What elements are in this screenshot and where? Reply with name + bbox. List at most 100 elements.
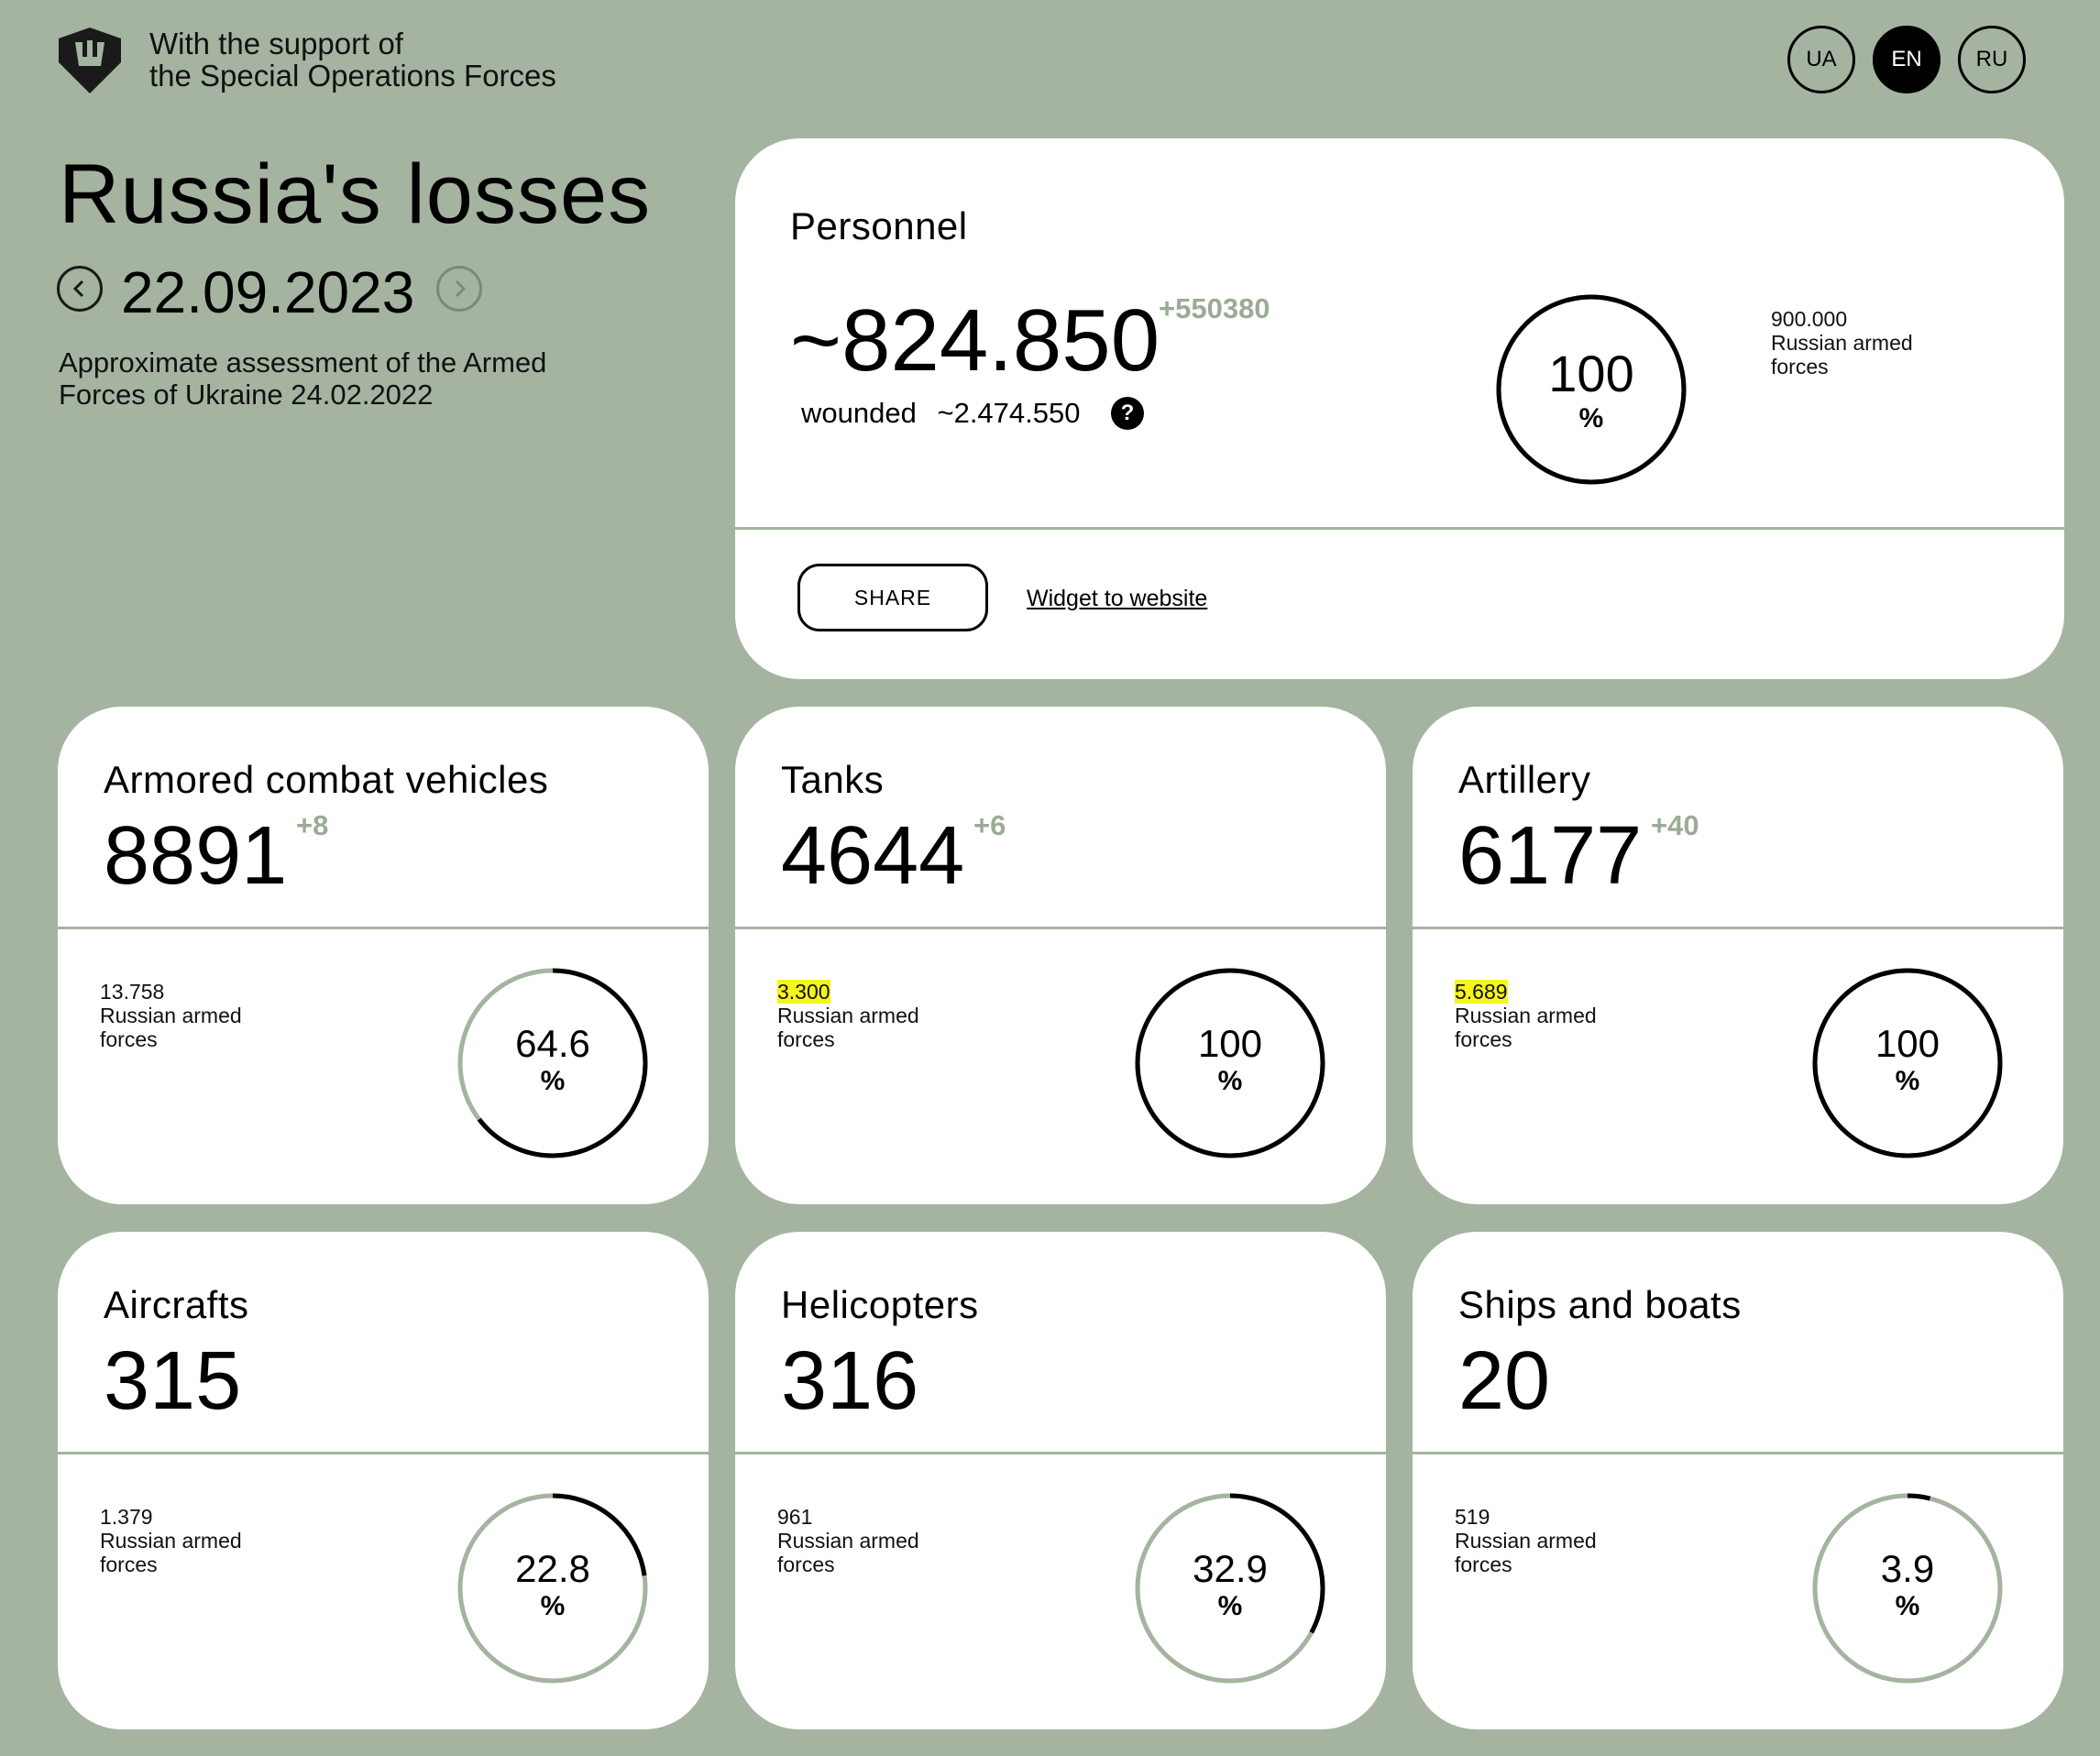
widget-to-website-link[interactable]: Widget to website xyxy=(1027,586,1208,611)
card-value: 4644 xyxy=(781,810,965,902)
percent-value: 100 xyxy=(1197,1022,1263,1065)
ref-line-1: Russian armed xyxy=(100,1004,242,1027)
armored-combat-vehicles-card: Armored combat vehicles 8891 +8 13.758 R… xyxy=(58,707,709,1204)
card-reference: 3.300 Russian armed forces xyxy=(777,980,919,1051)
ref-value: 3.300 xyxy=(777,980,830,1004)
card-divider xyxy=(735,927,1386,929)
card-divider xyxy=(58,927,709,929)
personnel-card: Personnel ~824.850 +550380 wounded ~2.47… xyxy=(735,138,2064,679)
wounded-value: ~2.474.550 xyxy=(937,397,1081,429)
helicopters-card: Helicopters 316 961 Russian armed forces… xyxy=(735,1232,1386,1729)
ref-value: 519 xyxy=(1455,1505,1490,1529)
card-title: Helicopters xyxy=(781,1283,979,1326)
card-value: 20 xyxy=(1458,1335,1551,1427)
ring-fill xyxy=(1812,968,2003,1158)
lang-ru-button[interactable]: RU xyxy=(1958,26,2026,93)
percent-value: 100 xyxy=(1548,345,1634,402)
card-reference: 1.379 Russian armed forces xyxy=(100,1505,242,1576)
ref-line-2: forces xyxy=(1455,1027,1512,1051)
ref-value: 5.689 xyxy=(1455,980,1508,1004)
percent-value: 100 xyxy=(1875,1022,1941,1065)
special-operations-forces-logo xyxy=(59,27,121,93)
percent-value: 32.9 xyxy=(1193,1547,1268,1590)
card-divider xyxy=(1413,927,2063,929)
wounded-label: wounded xyxy=(801,397,917,429)
personnel-title: Personnel xyxy=(790,204,968,247)
percent-sign: % xyxy=(540,1066,566,1096)
next-date-button[interactable] xyxy=(436,266,482,312)
percent-sign: % xyxy=(1217,1591,1243,1621)
card-title: Aircrafts xyxy=(104,1283,249,1326)
card-value: 8891 xyxy=(104,810,288,902)
progress-ring xyxy=(457,1493,648,1684)
ref-line-1: Russian armed xyxy=(777,1004,919,1027)
personnel-reference: 900.000 Russian armed forces xyxy=(1771,307,1913,379)
support-line-2: the Special Operations Forces xyxy=(149,59,556,93)
chevron-right-icon xyxy=(455,280,467,298)
ref-line-1: Russian armed xyxy=(1771,331,1913,355)
ref-line-1: Russian armed xyxy=(100,1529,242,1553)
help-icon[interactable]: ? xyxy=(1111,397,1144,430)
tanks-card: Tanks 4644 +6 3.300 Russian armed forces… xyxy=(735,707,1386,1204)
ref-line-2: forces xyxy=(1771,355,1829,379)
card-delta: +40 xyxy=(1651,809,1699,841)
ring-fill xyxy=(457,1493,648,1684)
ref-line-2: forces xyxy=(100,1027,158,1051)
ref-line-1: Russian armed xyxy=(1455,1004,1597,1027)
share-button[interactable]: SHARE xyxy=(797,564,988,631)
assessment-line-1: Approximate assessment of the Armed xyxy=(59,346,547,379)
percent-value: 22.8 xyxy=(515,1547,590,1590)
card-divider xyxy=(735,527,2064,530)
support-line-1: With the support of xyxy=(149,27,403,60)
percent-sign: % xyxy=(1578,403,1604,434)
percent-value: 3.9 xyxy=(1880,1547,1935,1590)
support-text: With the support of the Special Operatio… xyxy=(149,27,556,92)
percent-label: 64.6 % xyxy=(456,1022,650,1097)
artillery-card: Artillery 6177 +40 5.689 Russian armed f… xyxy=(1413,707,2063,1204)
prev-date-button[interactable] xyxy=(57,266,103,312)
card-value: 315 xyxy=(104,1335,242,1427)
card-value: 316 xyxy=(781,1335,919,1427)
progress-ring xyxy=(1812,968,2003,1158)
percent-label: 3.9 % xyxy=(1810,1547,2005,1622)
aircrafts-card: Aircrafts 315 1.379 Russian armed forces… xyxy=(58,1232,709,1729)
chevron-left-icon xyxy=(72,280,84,298)
card-delta: +8 xyxy=(296,809,329,841)
progress-ring xyxy=(1135,968,1325,1158)
card-title: Armored combat vehicles xyxy=(104,758,549,801)
card-reference: 13.758 Russian armed forces xyxy=(100,980,242,1051)
personnel-percent: 100 % xyxy=(1494,344,1688,434)
ref-value: 961 xyxy=(777,1505,813,1529)
ref-line-2: forces xyxy=(777,1027,835,1051)
ref-line-2: forces xyxy=(1455,1553,1512,1576)
lang-ua-button[interactable]: UA xyxy=(1787,26,1855,93)
card-reference: 961 Russian armed forces xyxy=(777,1505,919,1576)
wounded-line: wounded ~2.474.550 xyxy=(801,397,1080,430)
card-delta: +6 xyxy=(973,809,1006,841)
assessment-note: Approximate assessment of the Armed Forc… xyxy=(59,346,682,411)
ref-line-2: forces xyxy=(100,1553,158,1576)
assessment-line-2: Forces of Ukraine 24.02.2022 xyxy=(59,379,434,411)
personnel-delta: +550380 xyxy=(1159,292,1270,324)
ref-line-2: forces xyxy=(777,1553,835,1576)
card-reference: 5.689 Russian armed forces xyxy=(1455,980,1597,1051)
ring-fill xyxy=(1135,1493,1325,1684)
current-date: 22.09.2023 xyxy=(121,259,415,325)
ring-fill xyxy=(1135,968,1325,1158)
ring-fill xyxy=(1496,294,1687,485)
ref-line-1: Russian armed xyxy=(777,1529,919,1553)
ref-line-1: Russian armed xyxy=(1455,1529,1597,1553)
percent-label: 22.8 % xyxy=(456,1547,650,1622)
percent-label: 100 % xyxy=(1810,1022,2005,1097)
percent-label: 100 % xyxy=(1133,1022,1327,1097)
ships-and-boats-card: Ships and boats 20 519 Russian armed for… xyxy=(1413,1232,2063,1729)
card-divider xyxy=(735,1452,1386,1454)
card-reference: 519 Russian armed forces xyxy=(1455,1505,1597,1576)
page-title: Russia's losses xyxy=(59,148,652,241)
ring-fill xyxy=(457,968,648,1158)
percent-label: 32.9 % xyxy=(1133,1547,1327,1622)
lang-en-button[interactable]: EN xyxy=(1873,26,1941,93)
percent-sign: % xyxy=(540,1591,566,1621)
ref-value: 900.000 xyxy=(1771,307,1848,331)
percent-sign: % xyxy=(1217,1066,1243,1096)
